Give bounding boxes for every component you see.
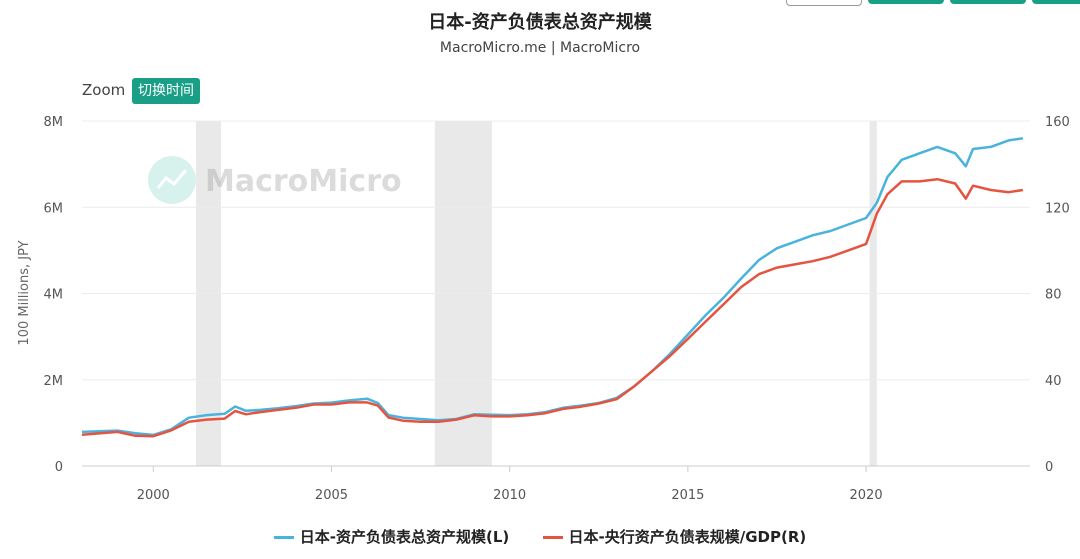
zoom-label: Zoom xyxy=(82,81,126,99)
right-axis-ticks: 0 40 80 120 160 xyxy=(1045,115,1070,475)
series-line-right xyxy=(81,177,1024,438)
grid-lines xyxy=(82,120,1030,467)
watermark: MacroMicro xyxy=(148,156,402,204)
left-axis-ticks: 0 2M 4M 6M 8M xyxy=(44,115,64,475)
left-tick-label: 8M xyxy=(44,115,64,130)
x-tick-label: 2020 xyxy=(850,488,883,503)
chart-legend: 日本-资产负债表总资产规模(L) 日本-央行资产负债表规模/GDP(R) xyxy=(0,526,1080,547)
chart-subtitle: MacroMicro.me | MacroMicro xyxy=(439,40,641,56)
left-tick-label: 4M xyxy=(44,288,64,303)
legend-swatch-right xyxy=(542,536,563,539)
right-tick-label: 0 xyxy=(1045,460,1053,475)
right-tick-label: 160 xyxy=(1045,115,1070,130)
legend-swatch-left xyxy=(273,536,294,539)
x-tick-label: 2000 xyxy=(137,488,170,503)
top-toolbar-button-green-3[interactable] xyxy=(1032,0,1080,4)
legend-label-left: 日本-资产负债表总资产规模(L) xyxy=(299,528,510,546)
top-toolbar-button-outline[interactable] xyxy=(786,0,862,6)
legend-item-right-series[interactable]: 日本-央行资产负债表规模/GDP(R) xyxy=(542,526,807,547)
right-tick-label: 40 xyxy=(1045,374,1062,389)
x-tick-label: 2015 xyxy=(671,488,704,503)
left-axis-title: 100 Millions, JPY xyxy=(17,240,32,345)
left-tick-label: 6M xyxy=(44,201,64,216)
legend-item-left-series[interactable]: 日本-资产负债表总资产规模(L) xyxy=(273,526,510,547)
watermark-trend-icon xyxy=(156,169,188,189)
top-toolbar-button-green-2[interactable] xyxy=(950,0,1026,4)
right-tick-label: 120 xyxy=(1045,201,1070,216)
x-tick-label: 2005 xyxy=(315,488,348,503)
right-tick-label: 80 xyxy=(1045,288,1062,303)
x-tick-label: 2010 xyxy=(493,488,526,503)
legend-label-right: 日本-央行资产负债表规模/GDP(R) xyxy=(568,528,807,546)
watermark-text: MacroMicro xyxy=(205,164,402,199)
series-lines xyxy=(81,137,1024,438)
top-toolbar-button-green-1[interactable] xyxy=(868,0,944,4)
watermark-logo-icon xyxy=(148,156,196,204)
x-axis-ticks: 2000 2005 2010 2015 2020 xyxy=(137,466,883,503)
left-tick-label: 2M xyxy=(44,374,64,389)
left-tick-label: 0 xyxy=(55,460,63,475)
chart-title: 日本-资产负债表总资产规模 xyxy=(428,12,652,33)
switch-time-button[interactable]: 切换时间 xyxy=(132,78,200,104)
